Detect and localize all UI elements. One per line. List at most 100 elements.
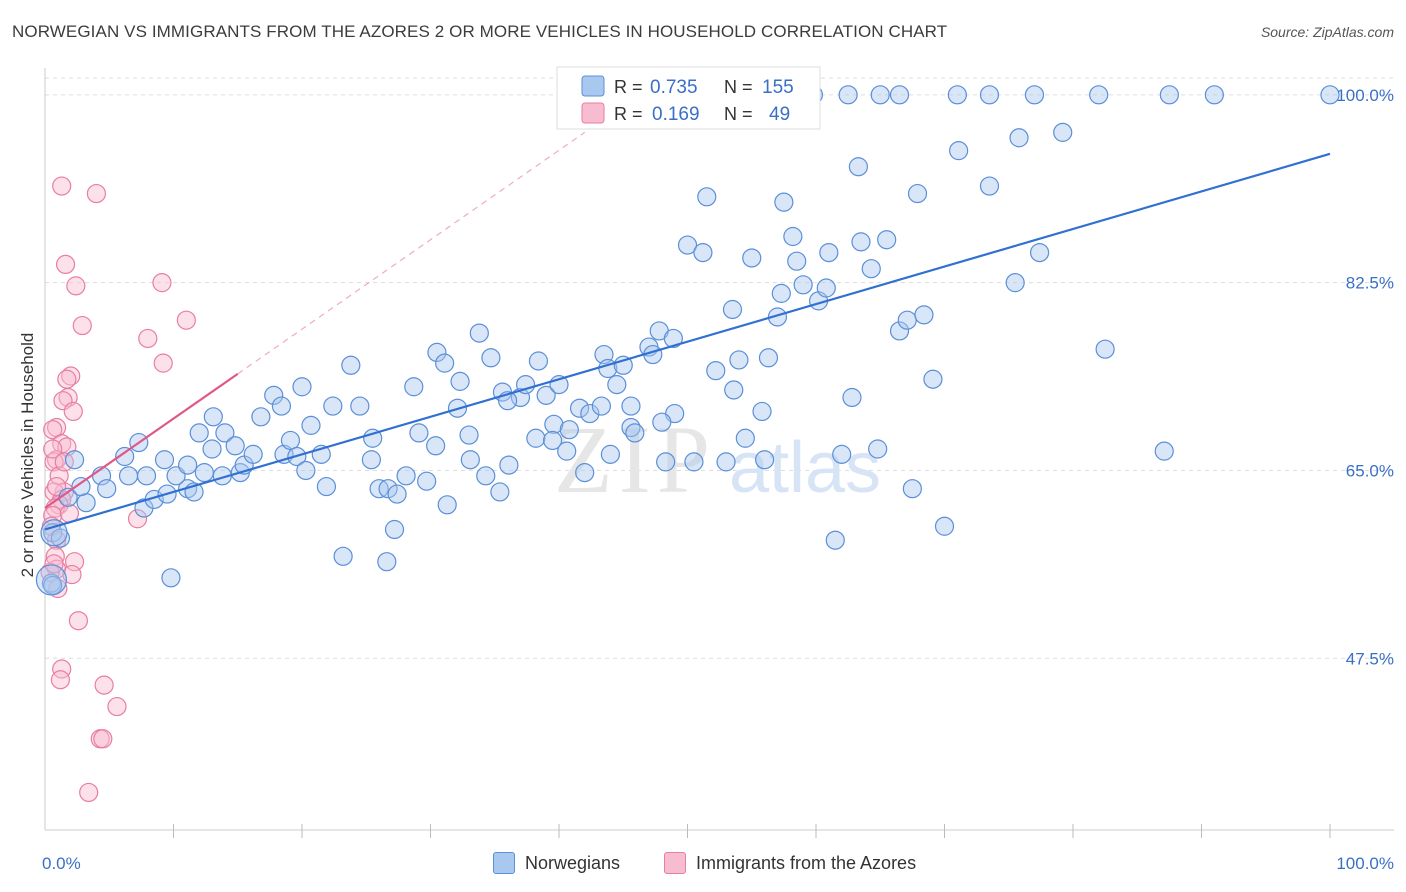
norwegian-point — [716, 452, 736, 472]
azores-point — [86, 183, 107, 204]
stats-swatch-blue — [581, 75, 605, 97]
norwegian-point — [225, 436, 245, 456]
trend-lines — [44, 131, 1331, 531]
y-tick-label: 47.5% — [1346, 649, 1394, 668]
norwegian-point — [934, 516, 955, 536]
norwegian-point — [697, 187, 717, 207]
norwegian-point — [118, 466, 139, 486]
stats-n-value-2: 49 — [769, 104, 790, 125]
norwegian-point — [387, 484, 407, 504]
y-tick-label: 100.0% — [1336, 86, 1394, 105]
norwegian-point — [384, 519, 405, 540]
legend-item-norwegians[interactable]: Norwegians — [493, 852, 620, 874]
norwegian-point — [50, 528, 71, 548]
norwegian-point — [1320, 85, 1340, 105]
norwegian-point — [490, 482, 510, 502]
stats-n-value-1: 155 — [762, 77, 794, 98]
norwegian-point — [819, 242, 839, 263]
x-tick-label-min: 0.0% — [42, 854, 81, 873]
norwegian-point — [437, 495, 457, 515]
norwegian-point — [783, 226, 803, 247]
norwegian-point — [793, 275, 813, 295]
norwegian-point — [417, 471, 437, 491]
norwegian-point — [580, 403, 600, 424]
norwegian-point — [897, 310, 917, 330]
norwegian-point — [825, 530, 845, 550]
norwegian-point — [264, 385, 284, 405]
norwegian-point — [435, 353, 455, 373]
norwegian-point — [914, 305, 934, 325]
norwegian-point — [459, 425, 479, 445]
norwegian-point — [621, 417, 641, 438]
norwegian-point — [677, 235, 698, 255]
azores-point — [138, 328, 158, 349]
norwegian-point — [621, 396, 641, 416]
norwegian-point — [1005, 273, 1025, 293]
x-tick-label-max: 100.0% — [1336, 854, 1394, 873]
norwegian-point — [76, 493, 96, 513]
norwegian-point — [536, 385, 556, 405]
norwegian-point — [515, 375, 536, 395]
norwegian-point — [735, 428, 755, 448]
azores-point — [94, 675, 114, 695]
chart-title: NORWEGIAN VS IMMIGRANTS FROM THE AZORES … — [12, 22, 948, 41]
azores-points — [40, 176, 196, 803]
azores-point — [66, 276, 86, 296]
norwegian-point — [816, 278, 836, 298]
y-tick-label: 65.0% — [1346, 461, 1394, 480]
stats-n-label-1: N = — [724, 77, 753, 97]
norwegian-point — [774, 192, 794, 212]
stats-r-value-2: 0.169 — [652, 104, 700, 125]
norwegian-point — [979, 85, 1000, 105]
stats-legend: R = 0.735 N = 155 R = 0.169 N = 49 — [556, 66, 821, 130]
norwegian-point — [296, 460, 316, 481]
legend-label-norwegians: Norwegians — [525, 852, 621, 873]
norwegian-point — [1009, 128, 1029, 148]
norwegian-point — [189, 423, 209, 443]
norwegian-point — [409, 423, 429, 443]
azores-trend-line — [44, 372, 239, 509]
norwegian-point — [378, 479, 398, 499]
norwegian-point — [557, 441, 577, 461]
norwegian-point — [559, 420, 579, 440]
legend-swatch-pink — [664, 852, 686, 874]
norwegian-point — [341, 355, 361, 375]
norwegian-point — [301, 415, 321, 435]
azores-point — [48, 578, 68, 599]
norwegian-point — [787, 251, 807, 271]
y-tick-labels: 47.5% 65.0% 82.5% 100.0% — [1336, 86, 1394, 668]
norwegian-point — [693, 242, 713, 263]
norwegian-point — [161, 568, 181, 588]
norwegian-point — [1089, 85, 1109, 105]
norwegian-point — [607, 375, 627, 395]
norwegian-point — [64, 450, 85, 470]
norwegian-point — [499, 455, 519, 475]
norwegian-point — [771, 283, 791, 303]
norwegian-point — [426, 436, 446, 456]
norwegian-point — [251, 407, 271, 427]
norwegian-point — [861, 259, 881, 279]
norwegian-point — [115, 446, 135, 467]
norwegian-point — [600, 444, 621, 464]
y-axis-label: 2 or more Vehicles in Household — [18, 333, 37, 578]
y-tick-label: 82.5% — [1346, 274, 1394, 293]
azores-point — [44, 554, 64, 574]
norwegian-point — [832, 444, 852, 464]
norwegian-point — [202, 439, 222, 459]
norwegian-point — [947, 85, 967, 105]
norwegian-point — [889, 85, 910, 105]
azores-trend-extension — [237, 131, 586, 375]
azores-point — [63, 401, 83, 422]
norwegian-point — [1204, 85, 1224, 105]
norwegian-point — [663, 328, 683, 349]
norwegian-point — [625, 423, 645, 443]
norwegian-point — [754, 450, 775, 470]
azores-point — [62, 564, 82, 585]
norwegian-point — [870, 85, 890, 105]
norwegian-point — [271, 396, 292, 416]
norwegian-point-large — [40, 519, 68, 547]
legend-swatch-blue — [493, 852, 515, 874]
azores-point — [57, 369, 77, 389]
bottom-legend: Norwegians Immigrants from the Azores — [0, 848, 1406, 882]
legend-item-azores[interactable]: Immigrants from the Azores — [664, 852, 916, 874]
